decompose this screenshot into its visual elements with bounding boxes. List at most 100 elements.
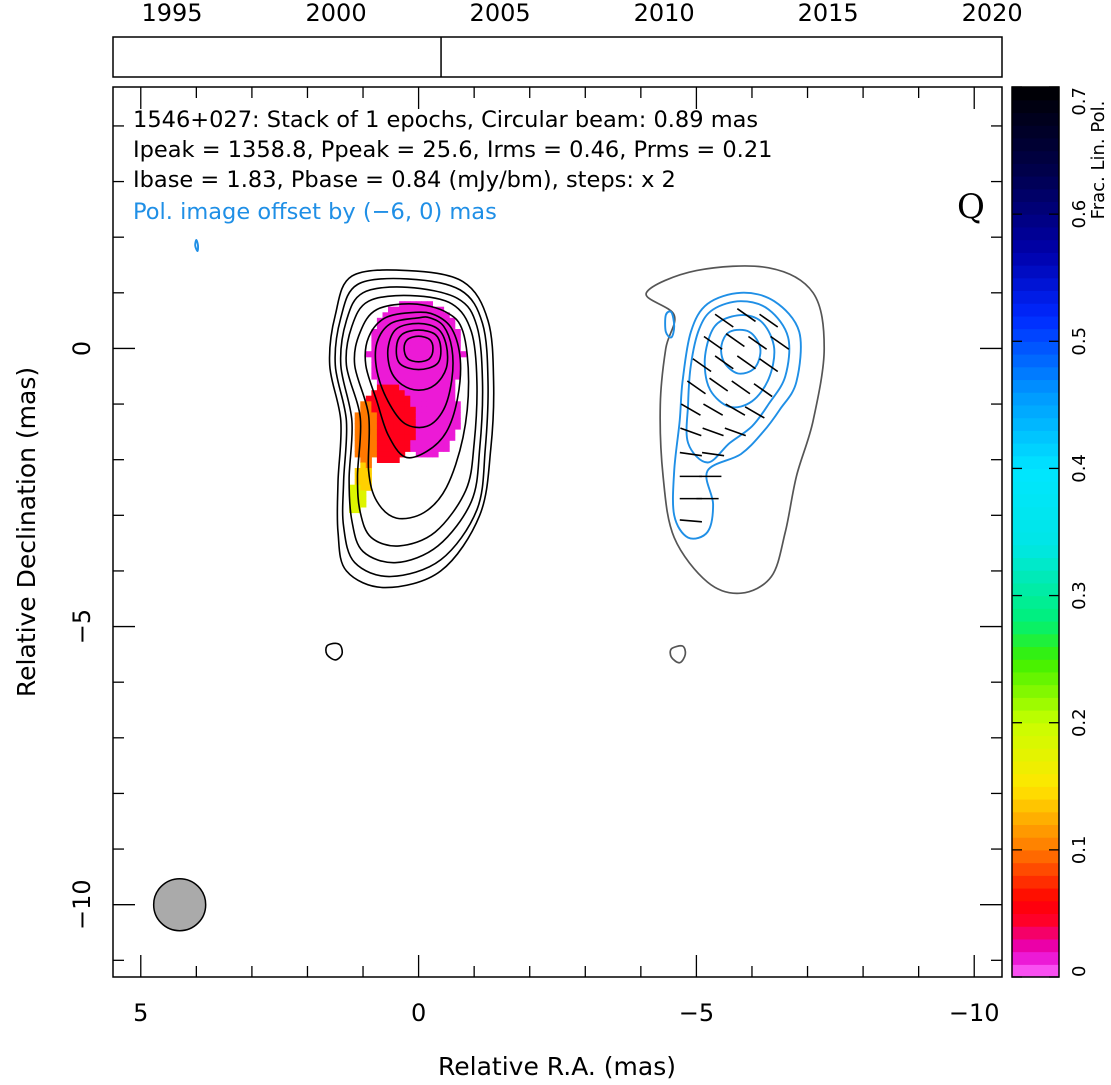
evpa-vector [680,403,701,416]
evpa-vector [725,333,745,348]
fpol-pixel [410,373,417,380]
fpol-pixel [415,401,422,408]
fpol-pixel [432,429,439,436]
fpol-pixel [365,351,372,358]
fpol-pixel [415,306,422,313]
fpol-pixel [354,507,361,514]
fpol-pixel [388,418,395,425]
annotation-line-1: 1546+027: Stack of 1 epochs, Circular be… [133,107,758,133]
fpol-pixel [371,345,378,352]
fpol-pixel [443,418,450,425]
fpol-pixel [410,306,417,313]
fpol-pixel [432,406,439,413]
colorbar-band [1012,493,1059,508]
fpol-pixel [360,401,367,408]
fpol-pixel [415,412,422,419]
fpol-pixel [432,434,439,441]
fpol-pixel [415,334,422,341]
colorbar-tick-label: 0.7 [1069,87,1090,116]
fpol-pixel [426,323,433,330]
fpol-pixel [399,440,406,447]
fpol-pixel [388,317,395,324]
colorbar-band [1012,366,1059,381]
x-tick-label: −5 [679,999,714,1027]
fpol-pixel [454,334,461,341]
fpol-pixel [382,312,389,319]
y-tick-label: 0 [68,341,96,356]
intensity-contour [395,329,442,371]
fpol-pixel [388,390,395,397]
fpol-pixel [421,390,428,397]
fpol-pixel [399,412,406,419]
fpol-pixel [360,468,367,475]
fpol-pixel [376,395,383,402]
fpol-pixel [376,323,383,330]
fpol-pixel [354,451,361,458]
fpol-pixel [426,434,433,441]
axis-ticks [113,87,1002,977]
colorbar-tick-label: 0.2 [1069,708,1090,737]
fpol-pixel [354,434,361,441]
polarized-contour [703,314,776,409]
fpol-pixel [388,306,395,313]
fpol-pixel [421,306,428,313]
fpol-pixel [404,356,411,363]
fpol-pixel [399,345,406,352]
fpol-pixel [432,390,439,397]
fpol-pixel [421,312,428,319]
colorbar-band [1012,290,1059,304]
colorbar-band [1012,532,1059,546]
fpol-pixel [393,395,400,402]
fpol-pixel [360,462,367,469]
fpol-pixel [415,440,422,447]
colorbar-band [1012,544,1059,559]
colorbar-band [1012,722,1059,737]
fpol-pixel [360,501,367,508]
fpol-pixel [415,312,422,319]
fpol-pixel [376,362,383,369]
fpol-pixel [399,395,406,402]
fpol-pixel [371,440,378,447]
evpa-vector [753,383,773,398]
fpol-pixel [388,345,395,352]
colorbar-band [1012,392,1059,406]
fpol-pixel [421,418,428,425]
fpol-pixel [415,362,422,369]
fpol-pixel [393,434,400,441]
colorbar-label: Frac. Lin. Pol. [1088,101,1109,220]
fpol-pixel [432,367,439,374]
timeline-year: 2005 [470,0,531,27]
fpol-pixel [393,456,400,463]
fpol-pixel [388,351,395,358]
fpol-pixel [388,445,395,452]
colorbar-band [1012,875,1059,889]
fpol-pixel [371,351,378,358]
fpol-pixel [415,356,422,363]
fpol-pixel [404,412,411,419]
fpol-pixel [399,312,406,319]
intensity-contour [403,335,434,363]
fpol-pixel [454,406,461,413]
fpol-pixel [410,445,417,452]
intensity-contour [353,303,470,520]
evpa-vector [747,335,768,350]
fpol-pixel [410,390,417,397]
fpol-pixel [399,429,406,436]
fpol-pixel [410,379,417,386]
fpol-pixel [415,395,422,402]
fpol-pixel [426,429,433,436]
fpol-pixel [404,434,411,441]
x-tick-label: 0 [411,999,426,1027]
polarized-contour [672,291,802,540]
fpol-pixel [415,418,422,425]
fpol-pixel [393,362,400,369]
colorbar-band [1012,824,1059,838]
fpol-pixel [376,345,383,352]
fpol-pixel [438,412,445,419]
fpol-pixel [415,423,422,430]
colorbar-band [1012,328,1059,342]
fpol-pixel [354,418,361,425]
fpol-pixel [404,401,411,408]
colorbar-band [1012,849,1059,864]
